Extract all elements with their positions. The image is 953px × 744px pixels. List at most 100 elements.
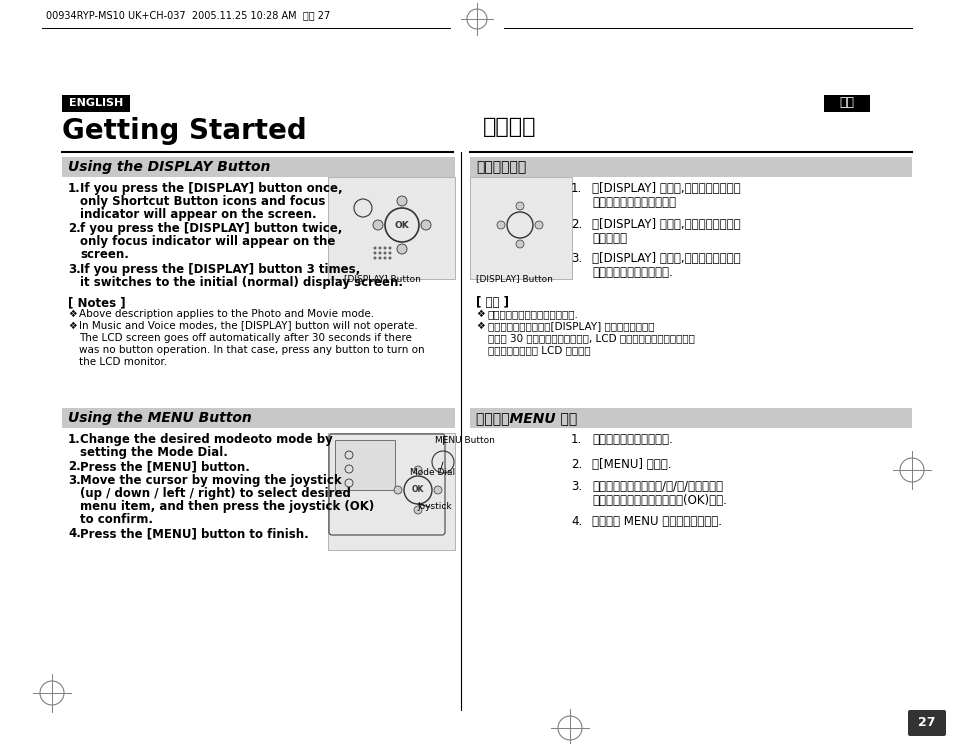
Text: Move the cursor by moving the joystick: Move the cursor by moving the joystick xyxy=(80,474,341,487)
Bar xyxy=(328,433,455,550)
Circle shape xyxy=(394,486,401,494)
Text: [ Notes ]: [ Notes ] xyxy=(68,296,126,309)
Text: Above description applies to the Photo and Movie mode.: Above description applies to the Photo a… xyxy=(79,309,374,319)
Text: The LCD screen goes off automatically after 30 seconds if there: The LCD screen goes off automatically af… xyxy=(79,333,412,343)
Text: 按任何键都可点亮 LCD 显示屏。: 按任何键都可点亮 LCD 显示屏。 xyxy=(488,345,590,355)
Circle shape xyxy=(388,251,391,254)
Text: If you press the [DISPLAY] button once,: If you press the [DISPLAY] button once, xyxy=(80,182,342,195)
FancyBboxPatch shape xyxy=(329,434,444,535)
Bar xyxy=(335,440,395,490)
Text: menu item, and then press the joystick (OK): menu item, and then press the joystick (… xyxy=(80,500,374,513)
Text: ❖: ❖ xyxy=(476,321,484,331)
Text: 按[DISPLAY] 键两次,屏幕上只会显示聚: 按[DISPLAY] 键两次,屏幕上只会显示聚 xyxy=(592,218,740,231)
Text: 再次按下 MENU 菜单按鈕完成选择.: 再次按下 MENU 菜单按鈕完成选择. xyxy=(592,515,721,528)
Text: 按[DISPLAY] 键一次,屏幕上只会显示快: 按[DISPLAY] 键一次,屏幕上只会显示快 xyxy=(592,182,740,195)
Text: ❖: ❖ xyxy=(68,309,76,319)
Circle shape xyxy=(388,246,391,249)
Text: 需的菜单项，然后按下摇杆的(OK)确定.: 需的菜单项，然后按下摇杆的(OK)确定. xyxy=(592,494,726,507)
Text: 中文: 中文 xyxy=(839,97,854,109)
Text: Change the desired modeoto mode by: Change the desired modeoto mode by xyxy=(80,433,333,446)
Text: 1.: 1. xyxy=(68,182,81,195)
Text: 3.: 3. xyxy=(68,474,81,487)
Text: 按[MENU] 菜单键.: 按[MENU] 菜单键. xyxy=(592,458,671,471)
Circle shape xyxy=(378,251,381,254)
Text: ❖: ❖ xyxy=(476,309,484,319)
Bar xyxy=(470,408,911,428)
Text: 2.: 2. xyxy=(68,460,81,473)
Text: [ 注意 ]: [ 注意 ] xyxy=(476,296,509,309)
Text: setting the Mode Dial.: setting the Mode Dial. xyxy=(80,446,228,459)
Text: 到原来画面（普通画面）.: 到原来画面（普通画面）. xyxy=(592,266,672,279)
Text: In Music and Voice modes, the [DISPLAY] button will not operate.: In Music and Voice modes, the [DISPLAY] … xyxy=(79,321,417,331)
Text: 1.: 1. xyxy=(571,182,581,195)
Bar xyxy=(62,95,130,112)
Bar xyxy=(328,177,455,279)
Text: f you press the [DISPLAY] button twice,: f you press the [DISPLAY] button twice, xyxy=(80,222,342,235)
Text: [DISPLAY] Button: [DISPLAY] Button xyxy=(476,274,553,283)
Circle shape xyxy=(373,220,382,230)
Text: 使用显示按鈕: 使用显示按鈕 xyxy=(476,160,526,174)
FancyBboxPatch shape xyxy=(907,710,945,736)
Text: 3.: 3. xyxy=(68,263,81,276)
Text: 1.: 1. xyxy=(68,433,81,446)
Text: screen.: screen. xyxy=(80,248,129,261)
Text: 开始使用: 开始使用 xyxy=(482,117,536,137)
Circle shape xyxy=(374,246,376,249)
Text: 转动模式旋转到所选模式.: 转动模式旋转到所选模式. xyxy=(592,433,672,446)
Text: 1.: 1. xyxy=(571,433,581,446)
Text: Mode Dial: Mode Dial xyxy=(410,468,455,477)
Bar xyxy=(62,408,455,428)
Text: Using the DISPLAY Button: Using the DISPLAY Button xyxy=(68,160,270,174)
Bar xyxy=(823,95,869,112)
Text: (up / down / left / right) to select desired: (up / down / left / right) to select des… xyxy=(80,487,351,500)
Text: 按[DISPLAY] 键三次,屏幕显示将会切换: 按[DISPLAY] 键三次,屏幕显示将会切换 xyxy=(592,252,740,265)
Text: indicator will appear on the screen.: indicator will appear on the screen. xyxy=(80,208,316,221)
Text: only Shortcut Button icons and focus: only Shortcut Button icons and focus xyxy=(80,195,325,208)
Circle shape xyxy=(414,506,421,514)
Circle shape xyxy=(396,244,407,254)
Text: 4.: 4. xyxy=(571,515,581,528)
Text: 2.: 2. xyxy=(571,458,581,471)
Text: 使用菜单MENU 按鈕: 使用菜单MENU 按鈕 xyxy=(476,411,577,425)
Circle shape xyxy=(516,240,523,248)
Bar xyxy=(62,157,455,177)
Text: If you press the [DISPLAY] button 3 times,: If you press the [DISPLAY] button 3 time… xyxy=(80,263,360,276)
Circle shape xyxy=(374,257,376,260)
Text: 捷按鈕图标及聚焦指示图标: 捷按鈕图标及聚焦指示图标 xyxy=(592,196,676,209)
Text: only focus indicator will appear on the: only focus indicator will appear on the xyxy=(80,235,335,248)
Circle shape xyxy=(414,466,421,474)
Text: 焦指示图标: 焦指示图标 xyxy=(592,232,626,245)
Circle shape xyxy=(535,221,542,229)
Text: to confirm.: to confirm. xyxy=(80,513,152,526)
Text: 如果在 30 秒内没有任何按键动作, LCD 屏幕将会自动关闭，此时，: 如果在 30 秒内没有任何按键动作, LCD 屏幕将会自动关闭，此时， xyxy=(488,333,694,343)
Text: it switches to the initial (normal) display screen.: it switches to the initial (normal) disp… xyxy=(80,276,402,289)
Text: 2.: 2. xyxy=(68,222,81,235)
Text: OK: OK xyxy=(412,486,424,495)
Circle shape xyxy=(516,202,523,210)
Text: 00934RYP-MS10 UK+CH-037  2005.11.25 10:28 AM  页面 27: 00934RYP-MS10 UK+CH-037 2005.11.25 10:28… xyxy=(46,10,330,20)
Text: Joystick: Joystick xyxy=(416,502,451,511)
Text: Press the [MENU] button to finish.: Press the [MENU] button to finish. xyxy=(80,527,309,540)
Circle shape xyxy=(378,257,381,260)
Circle shape xyxy=(420,220,431,230)
Text: the LCD monitor.: the LCD monitor. xyxy=(79,357,167,367)
Text: Press the [MENU] button.: Press the [MENU] button. xyxy=(80,460,250,473)
Text: 3.: 3. xyxy=(571,480,581,493)
Circle shape xyxy=(374,251,376,254)
Circle shape xyxy=(434,486,441,494)
Text: 27: 27 xyxy=(918,716,935,730)
Text: OK: OK xyxy=(395,220,409,229)
Circle shape xyxy=(396,196,407,206)
Text: ENGLISH: ENGLISH xyxy=(69,98,123,108)
Circle shape xyxy=(378,246,381,249)
Text: was no button operation. In that case, press any button to turn on: was no button operation. In that case, p… xyxy=(79,345,424,355)
Text: 以上所述仅限于照片及影片模式.: 以上所述仅限于照片及影片模式. xyxy=(488,309,578,319)
Circle shape xyxy=(383,246,386,249)
Text: 通过摇杆移动指针（上/下/左/右）选择所: 通过摇杆移动指针（上/下/左/右）选择所 xyxy=(592,480,722,493)
Bar xyxy=(470,157,911,177)
Text: Getting Started: Getting Started xyxy=(62,117,307,145)
Text: MENU Button: MENU Button xyxy=(435,436,495,445)
Text: [DISPLAY] Button: [DISPLAY] Button xyxy=(344,274,420,283)
Circle shape xyxy=(383,251,386,254)
Text: 3.: 3. xyxy=(571,252,581,265)
